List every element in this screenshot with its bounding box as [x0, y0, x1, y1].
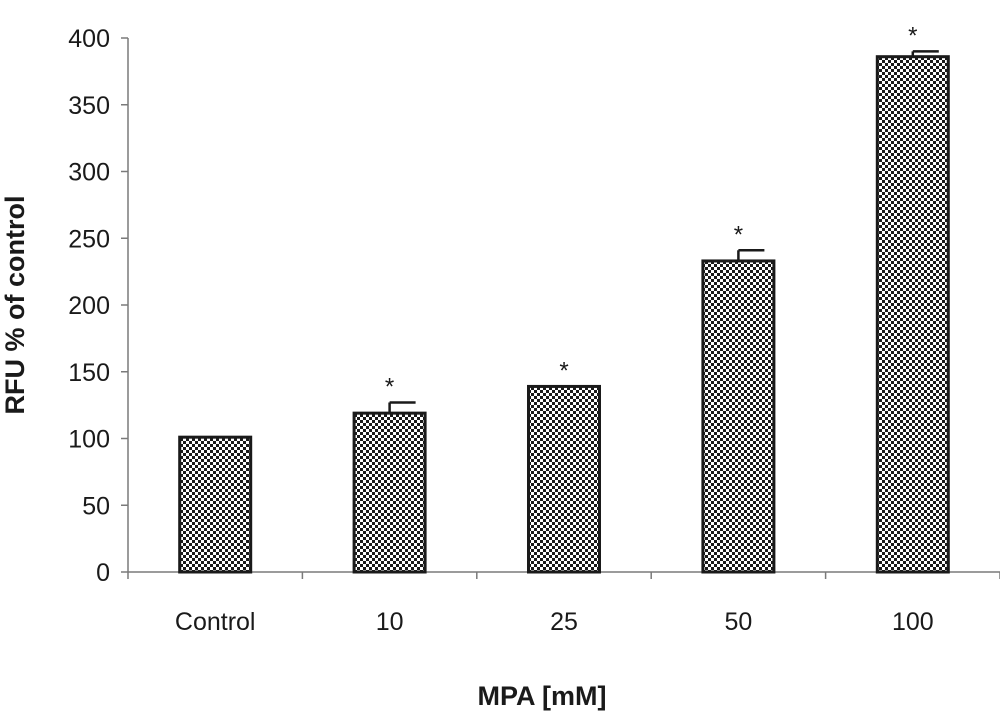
x-tick-label: 100	[892, 608, 934, 636]
significance-mark: *	[908, 22, 917, 49]
significance-mark: *	[385, 373, 394, 400]
y-tick-label: 50	[82, 492, 110, 520]
y-tick-label: 100	[68, 426, 110, 454]
y-tick-label: 300	[68, 159, 110, 187]
y-tick-label: 350	[68, 92, 110, 120]
x-axis-title: MPA [mM]	[478, 681, 607, 711]
bar	[527, 384, 601, 574]
y-tick-label: 400	[68, 25, 110, 53]
y-tick-label: 0	[96, 559, 110, 587]
bar	[875, 55, 950, 574]
bar	[352, 411, 427, 574]
x-tick-label: 25	[550, 608, 578, 636]
x-tick-label: 10	[376, 608, 404, 636]
y-axis-title: RFU % of control	[0, 196, 30, 415]
bar	[701, 259, 776, 574]
y-tick-label: 250	[68, 225, 110, 253]
significance-mark: *	[734, 221, 743, 248]
x-tick-label: Control	[175, 608, 256, 636]
significance-mark: *	[559, 357, 568, 384]
bar	[178, 435, 253, 574]
y-tick-label: 150	[68, 359, 110, 387]
x-tick-label: 50	[724, 608, 752, 636]
y-tick-label: 200	[68, 292, 110, 320]
plot-area: 0 50 100 150 200 250 300 350 400 Control * 10 * 25 * 50…	[68, 22, 1000, 636]
